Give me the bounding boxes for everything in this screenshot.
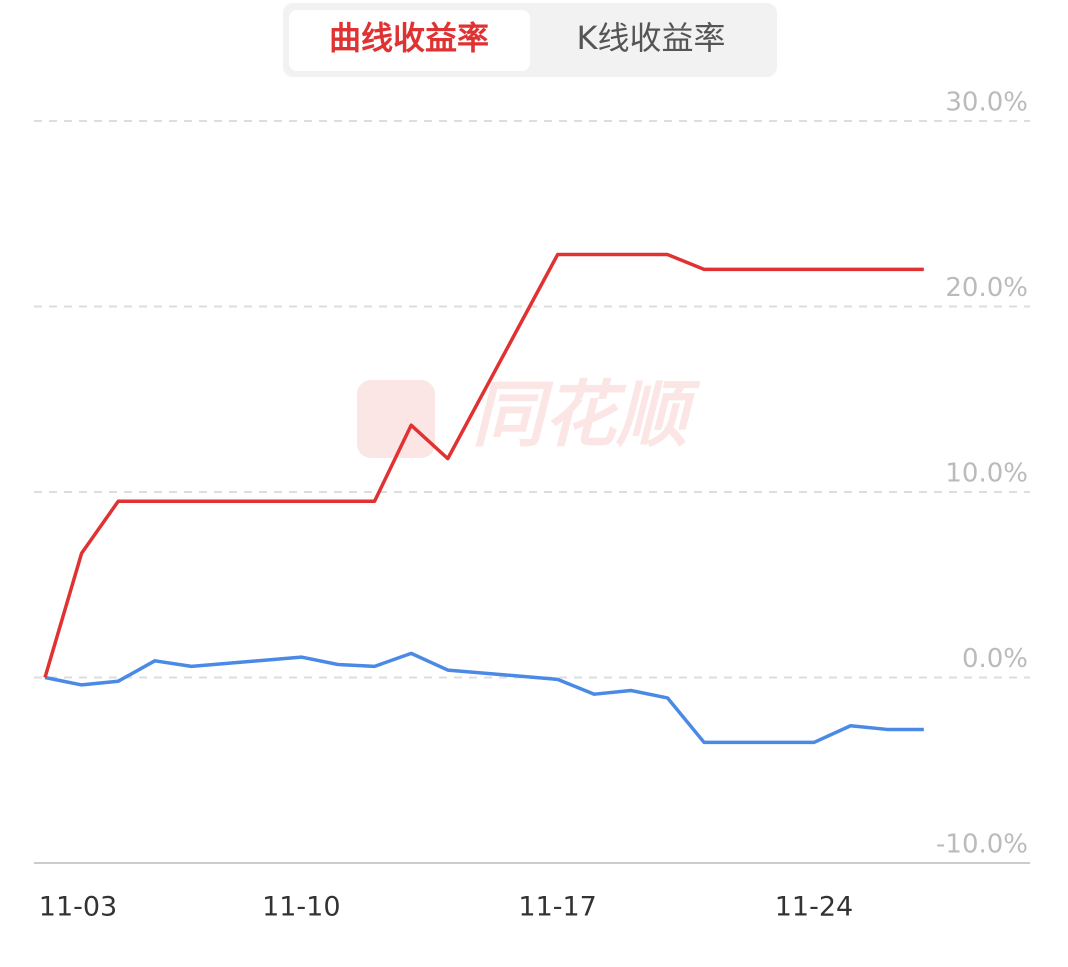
- y-tick-label: 0.0%: [962, 644, 1028, 674]
- y-tick-label: -10.0%: [936, 830, 1028, 860]
- x-tick-label: 11-17: [518, 892, 596, 923]
- watermark-text: 同花顺: [472, 373, 701, 457]
- x-tick-label: 11-03: [39, 892, 117, 923]
- y-tick-label: 30.0%: [945, 88, 1028, 118]
- watermark-logo: [357, 380, 435, 458]
- tab[interactable]: 曲线收益率: [329, 19, 489, 57]
- tab-active-bg[interactable]: [289, 10, 530, 71]
- x-tick-label: 11-24: [775, 892, 853, 923]
- watermark: 同花顺: [357, 373, 701, 458]
- series-line: [43, 252, 924, 678]
- y-tick-label: 10.0%: [945, 459, 1028, 489]
- x-tick-label: 11-10: [262, 892, 340, 923]
- series-line: [44, 651, 924, 745]
- tab[interactable]: K线收益率: [577, 19, 726, 57]
- y-tick-label: 20.0%: [945, 273, 1028, 303]
